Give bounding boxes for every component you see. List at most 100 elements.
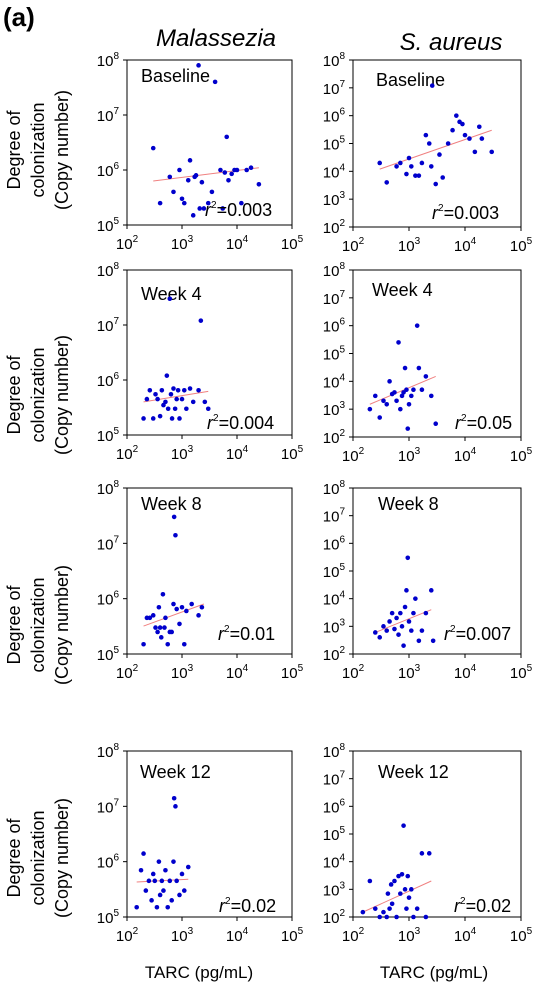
data-point xyxy=(155,396,160,402)
x-tick-label: 105 xyxy=(510,926,533,945)
data-point xyxy=(411,387,416,393)
data-point xyxy=(401,823,406,828)
data-point xyxy=(387,906,392,911)
data-point xyxy=(199,179,205,185)
data-point xyxy=(423,610,429,616)
y-tick-label: 105 xyxy=(97,645,120,664)
data-point xyxy=(413,173,418,178)
x-tick-label: 105 xyxy=(510,446,533,465)
data-point xyxy=(414,323,420,328)
y-tick-label: 108 xyxy=(323,261,346,280)
x-tick-label: 103 xyxy=(398,236,421,255)
data-point xyxy=(381,398,386,404)
y-axis-label-row4-line2: colonization xyxy=(28,810,48,905)
panel-label: Week 12 xyxy=(378,762,449,782)
data-point xyxy=(154,904,160,910)
data-point xyxy=(409,164,414,169)
regression-line xyxy=(375,609,432,633)
x-tick-label: 105 xyxy=(510,236,533,255)
data-point xyxy=(149,898,154,903)
data-point xyxy=(388,882,394,887)
r-squared-label: r2=0.003 xyxy=(205,200,272,220)
data-point xyxy=(409,393,414,399)
data-point xyxy=(143,888,149,893)
y-axis-label-row4-line3: (Copy number) xyxy=(52,798,72,918)
x-tick-label: 103 xyxy=(171,926,194,945)
data-point xyxy=(157,413,163,419)
y-tick-label: 106 xyxy=(97,161,120,180)
x-tick-label: 102 xyxy=(342,236,365,255)
data-point xyxy=(234,167,240,173)
y-tick-label: 105 xyxy=(323,135,346,154)
x-axis-label-left: TARC (pg/mL) xyxy=(145,963,253,982)
x-tick-label: 102 xyxy=(342,926,365,945)
y-tick-label: 107 xyxy=(323,289,346,308)
data-point xyxy=(196,613,201,618)
r-squared-label: r2=0.05 xyxy=(455,413,512,433)
data-point xyxy=(153,391,158,397)
data-point xyxy=(404,588,409,593)
data-point xyxy=(389,610,395,616)
y-tick-label: 104 xyxy=(323,162,346,181)
y-tick-label: 108 xyxy=(97,742,120,761)
data-point xyxy=(404,906,409,911)
data-point xyxy=(153,625,158,630)
data-point xyxy=(209,189,215,195)
data-point xyxy=(157,625,163,630)
data-point xyxy=(159,387,165,393)
data-point xyxy=(409,887,414,892)
data-point xyxy=(189,601,194,607)
data-point xyxy=(197,206,203,211)
data-point xyxy=(405,426,411,431)
data-point xyxy=(193,173,199,178)
y-tick-label: 105 xyxy=(323,562,346,581)
data-point xyxy=(404,387,409,393)
panel-label: Week 4 xyxy=(372,280,433,300)
x-tick-label: 105 xyxy=(510,663,533,682)
data-point xyxy=(161,888,166,893)
data-point xyxy=(226,177,231,183)
data-point xyxy=(394,615,399,621)
x-tick-label: 103 xyxy=(398,926,421,945)
data-point xyxy=(150,613,156,618)
data-point xyxy=(173,804,178,809)
data-point xyxy=(196,63,201,68)
x-tick-label: 104 xyxy=(226,234,249,253)
data-point xyxy=(396,873,401,879)
data-point xyxy=(419,628,425,633)
data-point xyxy=(394,398,399,404)
y-axis-label-row3-line1: Degree of xyxy=(4,584,24,664)
data-point xyxy=(171,189,176,195)
y-axis-label-row2-line2: colonization xyxy=(28,347,48,442)
column-title-malassezia: Malassezia xyxy=(156,25,276,52)
data-point xyxy=(179,396,185,402)
y-tick-label: 106 xyxy=(97,853,120,872)
data-point xyxy=(155,629,160,635)
data-point xyxy=(169,629,175,635)
data-point xyxy=(399,871,405,877)
r-squared-label: r2=0.004 xyxy=(207,413,274,433)
data-point xyxy=(360,909,366,915)
x-tick-label: 102 xyxy=(342,446,365,465)
x-tick-label: 104 xyxy=(454,663,477,682)
data-point xyxy=(196,387,201,393)
data-point xyxy=(381,909,386,915)
data-point xyxy=(372,393,378,399)
data-point xyxy=(402,604,408,610)
panel-label: Week 4 xyxy=(141,284,202,304)
y-tick-label: 103 xyxy=(323,400,346,419)
data-point xyxy=(147,387,153,393)
data-point xyxy=(479,136,485,141)
data-point xyxy=(179,871,185,877)
data-point xyxy=(398,891,403,896)
data-point xyxy=(409,628,414,633)
x-tick-label: 102 xyxy=(116,234,139,253)
data-point xyxy=(428,164,434,169)
data-point xyxy=(141,851,146,856)
x-tick-label: 103 xyxy=(398,663,421,682)
data-point xyxy=(162,625,167,630)
y-axis-label-row1-line1: Degree of xyxy=(4,109,24,189)
panel-3: 105 106 107 108 102 103 104 105 Week 4 r2=0.004 xyxy=(97,261,304,463)
y-tick-label: 102 xyxy=(323,908,346,927)
data-point xyxy=(389,901,395,907)
